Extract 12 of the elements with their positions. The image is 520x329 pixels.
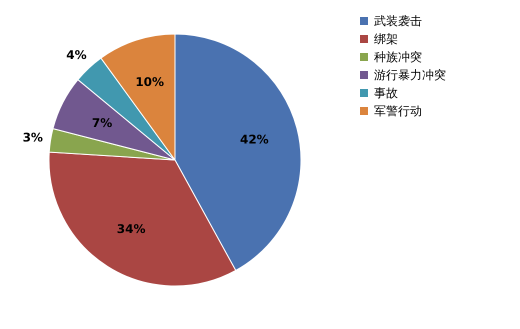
data-label: 10%	[135, 75, 164, 90]
data-label: 34%	[116, 222, 146, 236]
legend-label: 武装袭击	[374, 14, 422, 28]
data-label: 4%	[66, 48, 87, 62]
data-label: 7%	[92, 116, 112, 130]
legend-label: 事故	[374, 86, 398, 100]
legend-label: 游行暴力冲突	[374, 68, 446, 82]
data-label: 42%	[240, 132, 269, 147]
legend-label: 种族冲突	[374, 50, 422, 64]
data-label: 3%	[22, 130, 43, 144]
legend-label: 军警行动	[374, 104, 422, 118]
legend-label: 绑架	[374, 32, 398, 46]
